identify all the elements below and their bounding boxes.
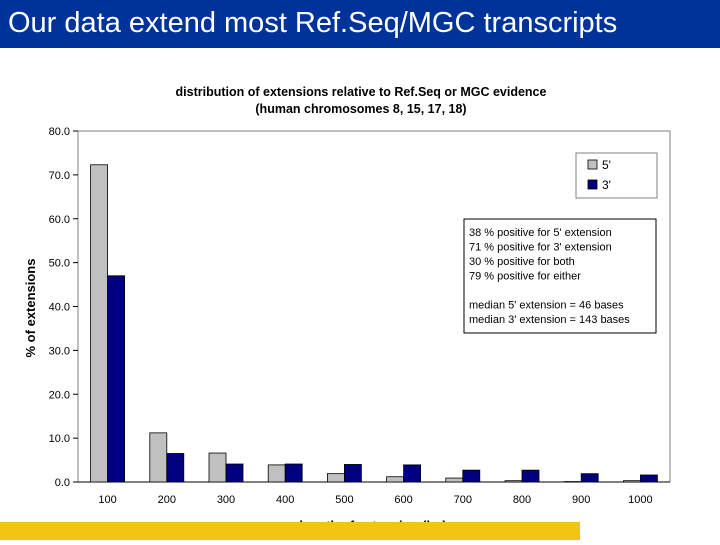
bar-three-prime-900 [581, 474, 598, 482]
bars: 100 200 300 400 500 600 700 800 900 1000 [91, 165, 658, 506]
bar-three-prime-600 [404, 465, 421, 482]
bar-five-prime-1000 [623, 481, 640, 482]
x-tick-label: 300 [217, 494, 235, 506]
chart-subtitle: (human chromosomes 8, 15, 17, 18) [255, 102, 466, 116]
bar-five-prime-600 [387, 477, 404, 482]
annotation-line: median 5' extension = 46 bases [469, 300, 624, 312]
y-tick-label: 70.0 [49, 170, 70, 182]
bar-three-prime-200 [167, 453, 184, 482]
x-tick-label: 200 [158, 494, 176, 506]
bar-three-prime-800 [522, 470, 539, 482]
bar-five-prime-200 [150, 433, 167, 482]
legend-swatch [588, 160, 597, 169]
bar-three-prime-100 [108, 276, 125, 482]
bar-three-prime-700 [463, 470, 480, 482]
y-tick-label: 40.0 [49, 302, 70, 314]
annotation-line: median 3' extension = 143 bases [469, 314, 630, 326]
x-tick-label: 700 [454, 494, 472, 506]
bar-five-prime-700 [446, 478, 463, 482]
legend-swatch [588, 180, 597, 189]
annotation-line: 71 % positive for 3' extension [469, 242, 612, 254]
bar-chart: distribution of extensions relative to R… [18, 75, 672, 540]
bar-three-prime-500 [344, 464, 361, 482]
legend-label: 3' [602, 178, 611, 192]
chart-title: distribution of extensions relative to R… [176, 85, 547, 99]
y-tick-label: 10.0 [49, 433, 70, 445]
annotation-line: 79 % positive for either [469, 271, 581, 283]
annotation-line: 30 % positive for both [469, 256, 575, 268]
y-tick-label: 80.0 [49, 126, 70, 138]
y-axis-label: % of extensions [23, 259, 38, 358]
bar-five-prime-500 [327, 474, 344, 482]
x-tick-label: 500 [335, 494, 353, 506]
x-tick-label: 100 [98, 494, 116, 506]
bar-three-prime-1000 [640, 475, 657, 482]
y-tick-label: 30.0 [49, 345, 70, 357]
y-tick-label: 60.0 [49, 214, 70, 226]
annotation-line: 38 % positive for 5' extension [469, 227, 612, 239]
title-bar: Our data extend most Ref.Seq/MGC transcr… [0, 0, 720, 48]
x-tick-label: 800 [513, 494, 531, 506]
bar-five-prime-400 [268, 465, 285, 482]
x-tick-label: 1000 [628, 494, 652, 506]
bar-three-prime-300 [226, 464, 243, 482]
x-tick-label: 900 [572, 494, 590, 506]
y-tick-label: 0.0 [55, 477, 70, 489]
bar-five-prime-100 [91, 165, 108, 482]
bar-five-prime-800 [505, 481, 522, 482]
legend: 5'3' [576, 153, 657, 198]
legend-label: 5' [602, 158, 611, 172]
bar-three-prime-400 [285, 464, 302, 482]
y-tick-label: 50.0 [49, 258, 70, 270]
annotation-box: 38 % positive for 5' extension 71 % posit… [464, 219, 656, 333]
chart-frame: distribution of extensions relative to R… [18, 75, 672, 540]
x-tick-label: 400 [276, 494, 294, 506]
x-tick-label: 600 [394, 494, 412, 506]
bar-five-prime-300 [209, 453, 226, 482]
slide-title: Our data extend most Ref.Seq/MGC transcr… [8, 5, 617, 41]
accent-band [0, 522, 580, 540]
y-tick-label: 20.0 [49, 389, 70, 401]
